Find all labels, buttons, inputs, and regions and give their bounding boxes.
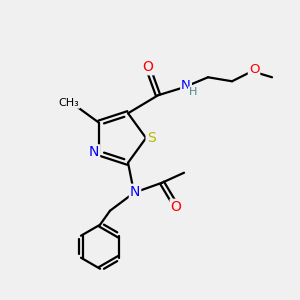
Text: O: O bbox=[249, 63, 259, 76]
Text: N: N bbox=[89, 145, 99, 159]
Text: S: S bbox=[147, 131, 155, 145]
Text: N: N bbox=[130, 185, 140, 199]
Text: CH₃: CH₃ bbox=[58, 98, 79, 108]
Text: H: H bbox=[189, 87, 197, 97]
Text: N: N bbox=[181, 79, 191, 92]
Text: O: O bbox=[142, 60, 154, 74]
Text: O: O bbox=[171, 200, 182, 214]
